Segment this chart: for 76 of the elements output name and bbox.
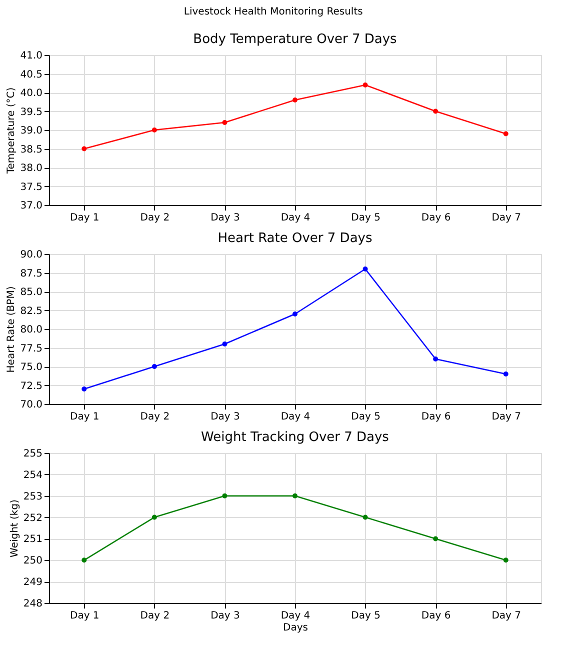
point: [152, 514, 157, 520]
x-tick-label: Day 4: [280, 212, 310, 224]
point: [433, 536, 438, 542]
text: Livestock Health Monitoring Results: [184, 6, 363, 18]
point: [433, 108, 438, 114]
point: [292, 98, 298, 102]
x-tick-label: Day 4: [280, 412, 310, 422]
y-tick-label: 38.0: [20, 163, 42, 174]
y-tick-label: 85.0: [20, 287, 42, 298]
point: [362, 514, 368, 520]
y-tick-label: 72.5: [20, 380, 42, 392]
point: [362, 82, 368, 88]
y-tick-label: 250: [23, 556, 42, 567]
point: [362, 266, 368, 272]
y-tick-label: 38.5: [20, 144, 42, 156]
y-tick-label: 90.0: [20, 250, 42, 260]
x-tick-label: Day 6: [421, 412, 451, 422]
point: [222, 342, 228, 346]
y-tick-label: 253: [23, 491, 42, 502]
x-tick-label: Day 5: [351, 212, 380, 224]
y-tick-label: 70.0: [20, 400, 42, 410]
y-tick-label: 254: [23, 470, 42, 481]
y-tick-label: 255: [23, 448, 42, 460]
x-tick-label: Day 7: [492, 610, 522, 622]
point: [222, 120, 228, 125]
x-tick-label: Day 2: [140, 412, 170, 422]
y-tick-label: 75.0: [20, 362, 42, 373]
x-tick-label: Day 5: [351, 610, 380, 622]
point: [503, 131, 508, 136]
point: [222, 493, 228, 498]
x-tick-label: Day 4: [280, 610, 310, 622]
y-tick-label: 249: [23, 577, 42, 588]
chart-title: Weight Tracking Over 7 Days: [201, 430, 390, 445]
point: [82, 558, 87, 563]
x-tick-label: Day 1: [70, 610, 100, 622]
y-tick-label: 251: [23, 534, 42, 546]
x-tick-label: Day 3: [210, 610, 240, 622]
y-tick-label: 41.0: [20, 50, 42, 62]
y-axis-title: Weight (kg): [9, 499, 20, 558]
y-tick-label: 80.0: [20, 324, 42, 336]
point: [152, 364, 157, 369]
y-tick-label: 39.5: [20, 106, 42, 118]
x-tick-label: Day 3: [210, 212, 240, 224]
point: [82, 146, 87, 152]
y-tick-label: 252: [23, 512, 42, 524]
x-tick-label: Day 2: [140, 212, 170, 224]
y-tick-label: 40.5: [20, 69, 42, 80]
x-tick-label: Day 6: [421, 610, 451, 622]
x-tick-label: Day 6: [421, 212, 451, 224]
point: [433, 356, 438, 362]
y-axis-title: Heart Rate (BPM): [6, 286, 18, 373]
point: [503, 558, 508, 563]
y-tick-label: 82.5: [20, 306, 42, 317]
x-axis-title: Days: [283, 622, 308, 634]
x-tick-label: Day 5: [351, 412, 380, 422]
x-tick-label: Day 7: [492, 412, 522, 422]
chart-title: Heart Rate Over 7 Days: [218, 231, 372, 246]
y-tick-label: 248: [23, 598, 42, 610]
y-axis-title: Temperature (°C): [6, 87, 18, 175]
y-tick-label: 77.5: [20, 343, 42, 354]
x-tick-label: Day 1: [70, 212, 100, 224]
y-tick-label: 40.0: [20, 88, 42, 99]
y-tick-label: 39.0: [20, 126, 42, 136]
x-tick-label: Day 3: [210, 412, 240, 422]
point: [503, 372, 508, 376]
y-tick-label: 37.5: [20, 182, 42, 193]
y-tick-label: 37.0: [20, 200, 42, 212]
x-tick-label: Day 7: [492, 212, 522, 224]
point: [82, 386, 87, 392]
x-tick-label: Day 2: [140, 610, 170, 622]
point: [292, 493, 298, 498]
y-tick-label: 87.5: [20, 268, 42, 280]
point: [292, 312, 298, 316]
point: [152, 128, 157, 132]
x-tick-label: Day 1: [70, 412, 100, 422]
chart-title: Body Temperature Over 7 Days: [193, 32, 398, 47]
